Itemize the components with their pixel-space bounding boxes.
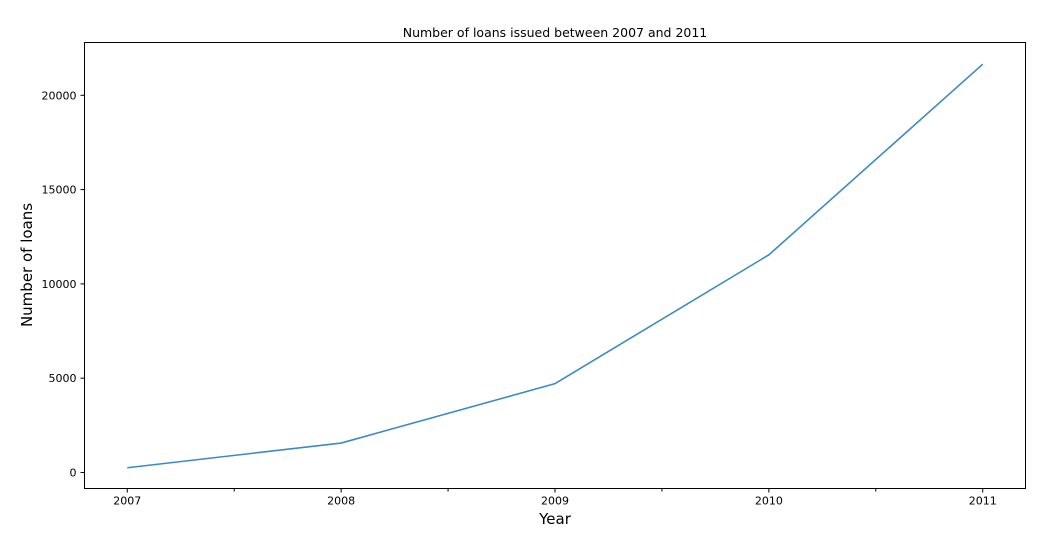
x-tick-label: 2009 bbox=[541, 495, 569, 508]
y-axis-title: Number of loans bbox=[18, 203, 36, 327]
plot-area bbox=[84, 42, 1026, 489]
x-tick-label: 2007 bbox=[113, 495, 141, 508]
series-line-loans bbox=[127, 63, 984, 469]
y-axis-ticks: 0 5000 10000 15000 20000 bbox=[42, 89, 85, 479]
y-tick-label: 10000 bbox=[42, 278, 77, 291]
x-axis-ticks: 2007 2008 2009 2010 2011 bbox=[113, 488, 997, 508]
y-tick-label: 15000 bbox=[42, 184, 77, 197]
x-tick-label: 2008 bbox=[327, 495, 355, 508]
series-points bbox=[127, 64, 983, 468]
x-axis-title: Year bbox=[538, 510, 572, 528]
y-tick-label: 5000 bbox=[49, 372, 77, 385]
chart-title: Number of loans issued between 2007 and … bbox=[403, 25, 708, 40]
y-tick-label: 20000 bbox=[42, 89, 77, 102]
x-tick-label: 2011 bbox=[969, 495, 997, 508]
x-tick-label: 2010 bbox=[755, 495, 783, 508]
y-tick-label: 0 bbox=[70, 466, 77, 479]
